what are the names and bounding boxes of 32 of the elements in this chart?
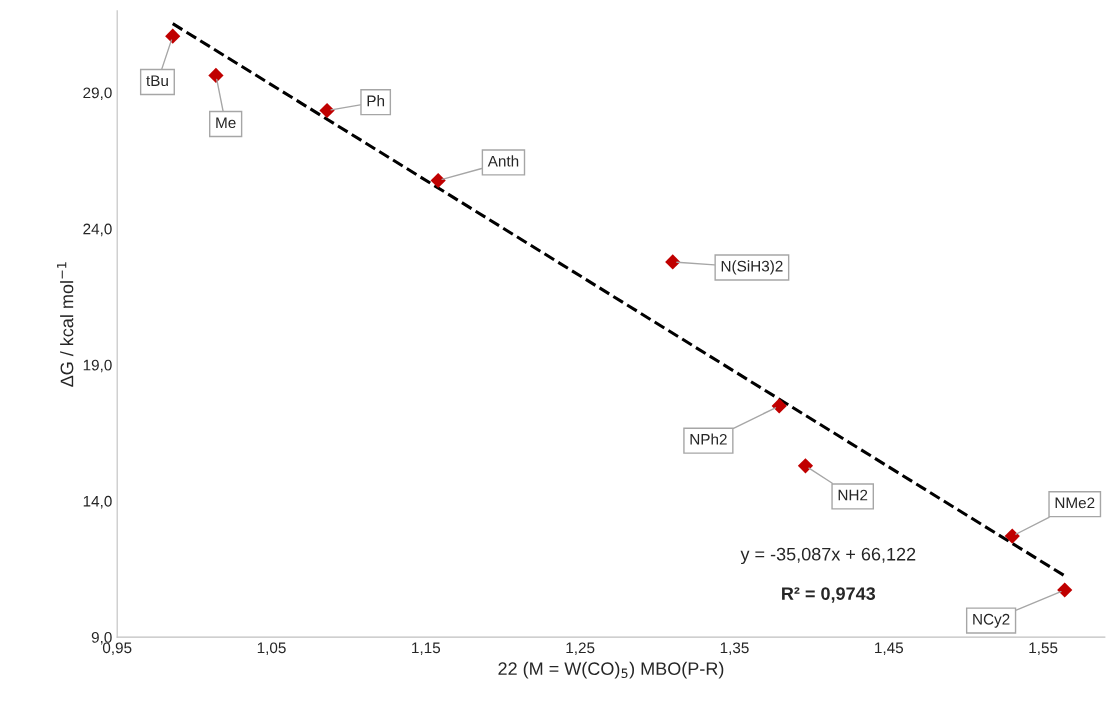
annotation: tBu [146,75,168,87]
annotation: NCy2 [973,613,1010,628]
point [208,67,224,83]
annotation: NH2 [838,489,868,501]
annotation: NPh2 [690,433,727,445]
y-tick-label: 14,0 [83,495,112,509]
point [430,172,446,189]
y-tick-label: 24,0 [83,223,112,237]
point [165,28,181,44]
y-axis-title: ΔG / kcal mol$^{−1}$ [57,262,74,387]
y-tick-label: 29,0 [83,87,112,101]
x-tick-label: 1,45 [875,642,904,656]
x-axis-title: 22 (M = W(CO)$_{5}$) MBO(P-R) [498,661,724,679]
x-tick-label: 1,55 [1029,642,1058,656]
annotation: Ph [367,95,385,107]
x-tick-label: 1,15 [412,642,441,656]
point [797,458,814,474]
point [665,254,681,270]
y-tick-label: 19,0 [83,359,112,373]
point [1057,582,1073,598]
annotation: N(SiH3)2 [721,260,783,275]
annotation: Me [216,117,236,129]
point [319,102,335,119]
annotation: R² = 0,9743 [782,587,876,603]
x-tick-label: 1,25 [566,642,595,656]
x-tick-label: 1,05 [257,642,286,656]
x-tick-label: 1,35 [720,642,749,656]
point [1004,528,1020,544]
annotation: NMe2 [1055,497,1095,509]
annotation: Anth [487,155,519,167]
annotation: y = -35,087x + 66,122 [740,547,916,565]
point [771,398,787,414]
